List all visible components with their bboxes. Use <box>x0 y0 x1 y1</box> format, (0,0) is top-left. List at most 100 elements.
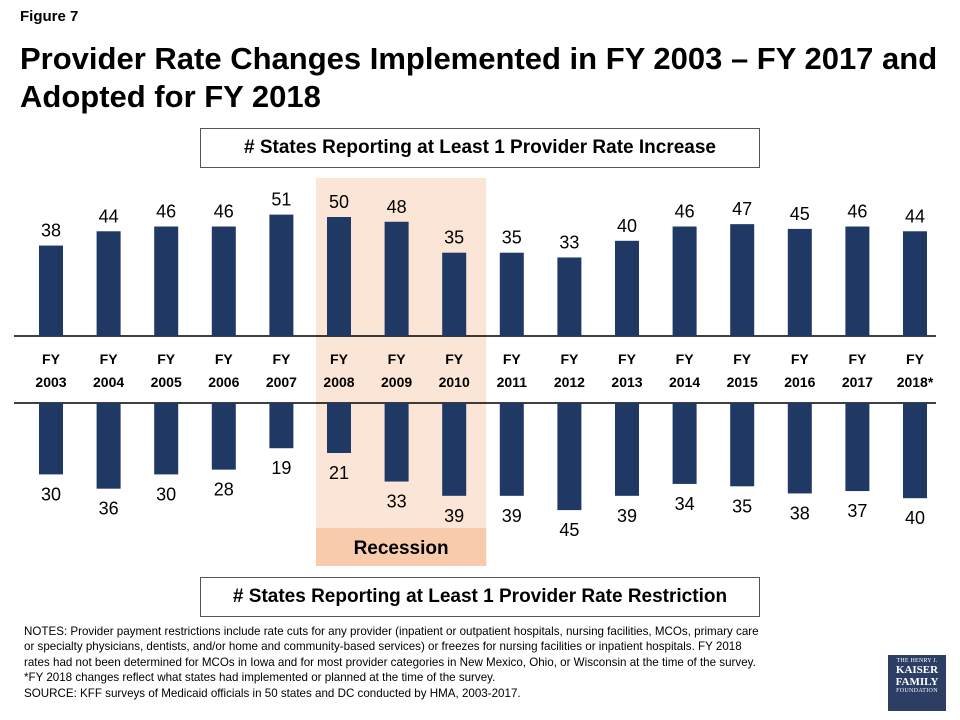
restriction-bar <box>384 403 409 482</box>
increase-bar <box>39 245 63 336</box>
increase-data-label: 38 <box>41 221 61 241</box>
x-tick-label: FY <box>848 351 867 367</box>
increase-bar <box>269 214 294 336</box>
x-tick-label: FY <box>100 351 119 367</box>
x-tick-label: FY <box>791 351 810 367</box>
x-tick-label: 2009 <box>381 374 412 390</box>
logo-line: FAMILY <box>895 676 939 688</box>
restriction-data-label: 39 <box>617 506 637 526</box>
x-tick-label: 2010 <box>439 374 470 390</box>
x-tick-label: FY <box>445 351 464 367</box>
x-tick-label: FY <box>42 351 61 367</box>
notes-line: or specialty physicians, dentists, and/o… <box>24 640 742 654</box>
restriction-bar <box>845 403 870 492</box>
increase-data-label: 45 <box>790 204 810 224</box>
increase-data-label: 47 <box>732 199 752 219</box>
increase-data-label: 46 <box>214 202 234 222</box>
restriction-bar <box>39 403 63 475</box>
increase-data-label: 46 <box>156 202 176 222</box>
restriction-data-label: 19 <box>271 458 291 478</box>
notes-line: rates had not been determined for MCOs i… <box>24 655 756 669</box>
increase-bar <box>672 226 697 336</box>
increase-bar <box>154 226 179 336</box>
logo-line: THE HENRY J. <box>896 658 938 664</box>
restriction-data-label: 45 <box>559 520 579 540</box>
x-tick-label: FY <box>618 351 637 367</box>
increase-data-label: 35 <box>444 228 464 248</box>
restriction-data-label: 35 <box>732 496 752 516</box>
restriction-data-label: 34 <box>675 494 695 514</box>
x-tick-label: 2012 <box>554 374 585 390</box>
restriction-data-label: 40 <box>905 508 925 528</box>
increase-data-label: 33 <box>559 232 579 252</box>
x-tick-label: 2011 <box>497 374 528 390</box>
restriction-bar <box>903 403 927 499</box>
restriction-data-label: 39 <box>502 506 522 526</box>
increase-bar <box>845 226 870 336</box>
x-tick-label: FY <box>560 351 579 367</box>
x-tick-label: 2007 <box>266 374 297 390</box>
x-tick-label: 2005 <box>151 374 182 390</box>
restriction-data-label: 28 <box>214 480 234 500</box>
restriction-data-label: 36 <box>99 499 119 519</box>
notes-line: *FY 2018 changes reflect what states had… <box>24 671 496 685</box>
restriction-bar <box>557 403 582 511</box>
x-tick-label: FY <box>676 351 695 367</box>
recession-label-bg <box>316 528 487 566</box>
increase-data-label: 46 <box>675 202 695 222</box>
restriction-data-label: 37 <box>847 501 867 521</box>
restriction-data-label: 39 <box>444 506 464 526</box>
x-tick-label: FY <box>733 351 752 367</box>
restriction-bar <box>211 403 236 470</box>
x-tick-label: 2006 <box>208 374 239 390</box>
x-tick-label: FY <box>157 351 176 367</box>
restriction-data-label: 30 <box>156 484 176 504</box>
increase-data-label: 40 <box>617 216 637 236</box>
x-tick-label: 2017 <box>842 374 873 390</box>
x-tick-label: 2004 <box>93 374 124 390</box>
increase-data-label: 51 <box>271 190 291 210</box>
restriction-bar <box>269 403 294 449</box>
kff-logo: THE HENRY J. KAISER FAMILY FOUNDATION <box>888 655 946 711</box>
x-tick-label: FY <box>503 351 522 367</box>
increase-data-label: 35 <box>502 228 522 248</box>
increase-bar <box>384 221 409 336</box>
x-tick-label: 2003 <box>35 374 66 390</box>
restriction-bar <box>787 403 812 494</box>
restriction-data-label: 33 <box>387 492 407 512</box>
restriction-bar <box>96 403 121 489</box>
increase-data-label: 44 <box>99 206 119 226</box>
increase-bar <box>903 231 927 336</box>
notes: NOTES: Provider payment restrictions inc… <box>24 624 884 701</box>
increase-bar <box>442 252 467 336</box>
restriction-bar <box>730 403 755 487</box>
restriction-series-label: # States Reporting at Least 1 Provider R… <box>200 577 760 617</box>
restriction-data-label: 38 <box>790 503 810 523</box>
x-tick-label: FY <box>388 351 407 367</box>
notes-line: NOTES: Provider payment restrictions inc… <box>24 625 759 638</box>
increase-bar <box>615 240 639 336</box>
increase-data-label: 46 <box>847 202 867 222</box>
x-tick-label: FY <box>272 351 291 367</box>
increase-bar <box>557 257 582 336</box>
increase-data-label: 48 <box>387 197 407 217</box>
restriction-bar <box>615 403 639 496</box>
recession-label: Recession <box>354 538 449 559</box>
x-tick-label: FY <box>906 351 925 367</box>
x-tick-label: 2013 <box>611 374 642 390</box>
increase-bar <box>327 217 351 336</box>
x-tick-label: 2008 <box>323 374 354 390</box>
x-tick-label: 2016 <box>784 374 815 390</box>
restriction-bar <box>442 403 467 496</box>
increase-series-label: # States Reporting at Least 1 Provider R… <box>200 128 760 168</box>
x-tick-label: FY <box>330 351 349 367</box>
increase-data-label: 44 <box>905 206 925 226</box>
increase-bar <box>499 252 524 336</box>
increase-bar <box>787 228 812 336</box>
restriction-bar <box>499 403 524 496</box>
increase-bar <box>211 226 236 336</box>
x-tick-label: 2018* <box>897 374 934 390</box>
restriction-data-label: 30 <box>41 484 61 504</box>
x-tick-label: 2014 <box>669 374 700 390</box>
